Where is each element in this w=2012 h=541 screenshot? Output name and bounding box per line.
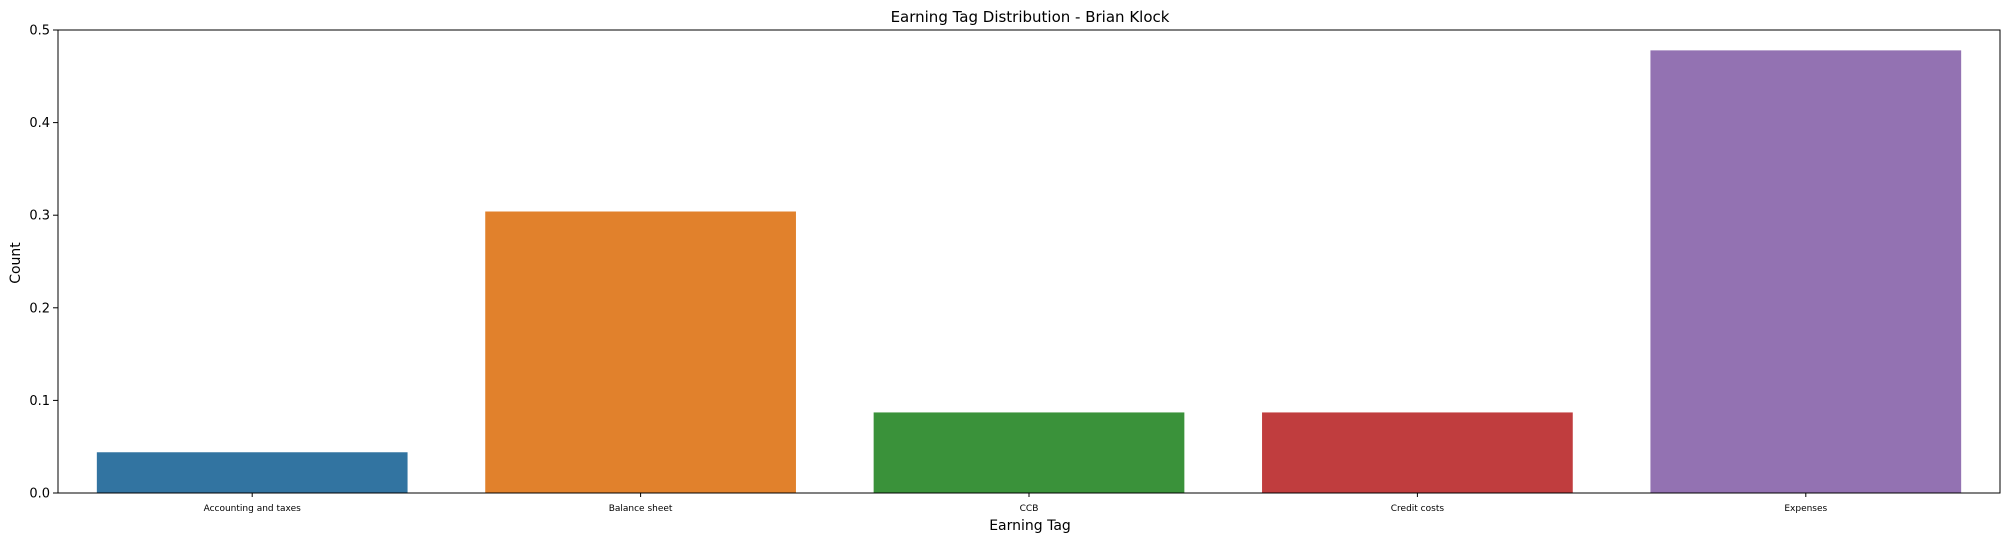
- x-tick-label-2: CCB: [1020, 504, 1039, 514]
- y-tick-label-0: 0.0: [29, 487, 50, 502]
- y-axis-label: Count: [8, 242, 24, 284]
- y-tick-label-3: 0.3: [29, 209, 50, 224]
- bar-2: [873, 412, 1185, 493]
- bar-4: [1650, 50, 1962, 494]
- x-tick-label-3: Credit costs: [1391, 504, 1445, 514]
- plot-area: Accounting and taxes Balance sheet CCB Cred…: [29, 24, 2001, 514]
- chart-title: Earning Tag Distribution - Brian Klock: [891, 8, 1170, 26]
- y-tick-label-2: 0.2: [29, 301, 50, 316]
- x-tick-label-4: Expenses: [1784, 504, 1827, 514]
- bar-3: [1262, 412, 1573, 493]
- x-axis-label: Earning Tag: [989, 518, 1071, 534]
- y-tick-label-4: 0.4: [29, 116, 50, 131]
- x-tick-label-1: Balance sheet: [609, 504, 673, 514]
- y-tick-label-5: 0.5: [29, 24, 50, 39]
- bar-1: [485, 211, 796, 493]
- x-tick-label-0: Accounting and taxes: [204, 504, 302, 514]
- plot-frame: [57, 29, 2001, 494]
- bar-0: [96, 452, 408, 493]
- y-tick-label-1: 0.1: [29, 394, 50, 409]
